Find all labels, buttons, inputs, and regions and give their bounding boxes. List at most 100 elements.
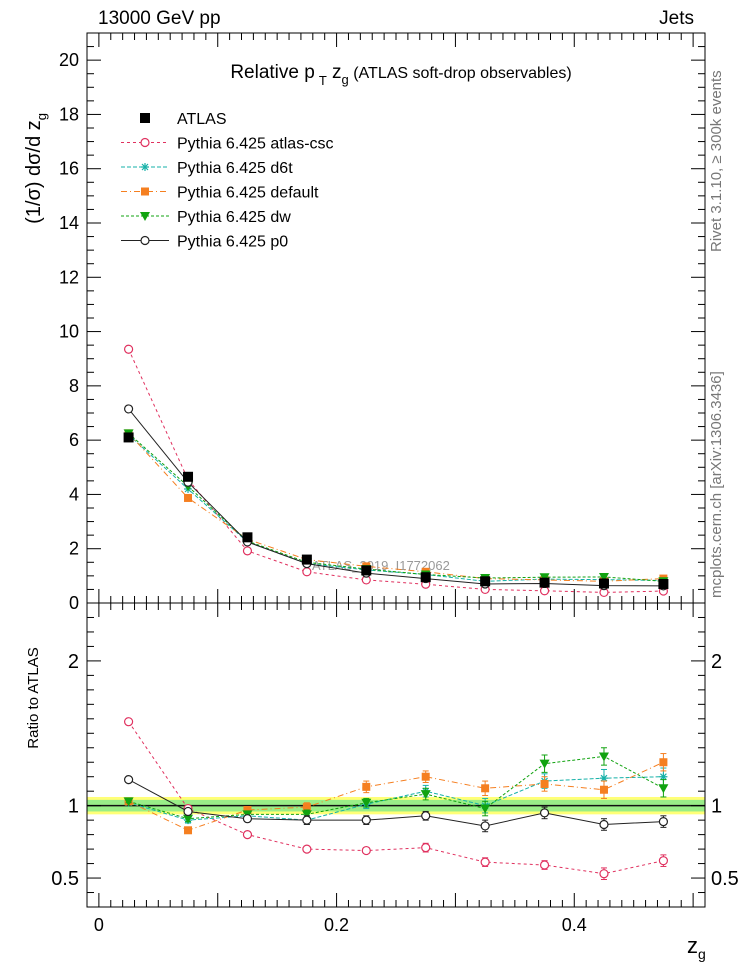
y-tick-label-ratio: 1: [68, 796, 79, 818]
data-point: [420, 572, 431, 583]
data-point: [242, 532, 253, 543]
legend-label: ATLAS: [177, 111, 227, 128]
ratio-point: [539, 808, 550, 818]
legend-label: Pythia 6.425 default: [177, 185, 319, 202]
ratio-point: [659, 758, 668, 767]
ratio-point: [599, 774, 608, 783]
ratio-point: [540, 779, 549, 788]
series-point: [123, 344, 134, 354]
x-tick-label: 0.2: [324, 915, 349, 935]
ratio-point: [361, 815, 371, 825]
ratio-point: [184, 826, 193, 835]
ratio-point: [658, 784, 669, 794]
data-point: [598, 578, 609, 589]
y-tick-label-ratio: 2: [68, 651, 79, 673]
y-tick-label-main: 14: [59, 213, 79, 233]
ratio-point: [480, 804, 491, 814]
y-tick-label-main: 12: [59, 267, 79, 287]
ratio-uncertainty-band: [87, 796, 705, 815]
series-line: [128, 432, 664, 582]
ratio-point: [242, 814, 253, 824]
legend-label: Pythia 6.425 d6t: [177, 160, 293, 177]
ratio-point: [421, 843, 431, 853]
ratio-point: [302, 803, 311, 812]
y-axis-ratio-ticks: [87, 616, 705, 894]
legend-label: Pythia 6.425 p0: [177, 234, 288, 251]
series-point: [302, 567, 312, 577]
ratio-point: [658, 816, 669, 827]
ratio-line: [128, 776, 664, 821]
y-tick-label-main: 8: [69, 376, 79, 396]
analysis-watermark: ATLAS_2019_I1772062: [312, 558, 450, 573]
ratio-point: [123, 797, 134, 807]
y-tick-label-main: 4: [69, 484, 79, 504]
ratio-series-2: [124, 753, 668, 835]
ratio-point: [480, 821, 490, 831]
legend-marker: [140, 235, 150, 246]
y-tick-label-ratio-right: 2: [711, 651, 722, 673]
ratio-point: [183, 814, 194, 824]
ratio-series-3: [123, 747, 669, 824]
legend-entry-4: Pythia 6.425 p0: [121, 234, 288, 251]
ratio-point: [242, 830, 253, 840]
ratio-point: [243, 806, 252, 815]
series-line: [128, 408, 664, 587]
data-point: [361, 565, 372, 576]
ratio-series-4: [123, 775, 669, 833]
data-point: [123, 432, 134, 443]
y-axis-main-ticks: [87, 32, 705, 604]
ratio-point: [362, 782, 371, 791]
legend-marker: [140, 137, 150, 148]
ratio-line: [128, 779, 664, 827]
y-tick-label-main: 0: [69, 593, 79, 613]
legend-marker: [140, 113, 150, 123]
data-point: [658, 579, 669, 589]
ratio-point: [599, 819, 609, 830]
ratio-point: [480, 857, 490, 867]
ratio-point: [361, 798, 372, 808]
ratio-point: [183, 806, 193, 817]
series-line: [128, 433, 664, 582]
ratio-point: [598, 752, 609, 762]
y-tick-label-main: 2: [69, 539, 79, 559]
series-point: [598, 572, 609, 582]
legend: ATLAS Pythia 6.425 atlas-csc Pythia 6.425 …: [121, 111, 334, 251]
ratio-point: [539, 860, 550, 870]
legend-marker: [140, 212, 150, 221]
y-tick-label-main: 10: [59, 322, 79, 342]
ratio-point: [599, 785, 608, 794]
ratio-point: [599, 869, 609, 879]
legend-entry-1: Pythia 6.425 d6t: [121, 160, 293, 177]
ratio-point: [659, 772, 668, 781]
series-line: [128, 434, 664, 582]
ratio-line: [128, 755, 664, 820]
ratio-point: [123, 775, 134, 785]
ratio-panel-series: [123, 717, 669, 880]
ratio-line: [128, 721, 664, 875]
ratio-point: [658, 856, 669, 866]
legend-entry-3: Pythia 6.425 dw: [121, 209, 291, 226]
ratio-point: [481, 784, 490, 793]
y-tick-label-main: 18: [59, 104, 79, 124]
ratio-point: [420, 790, 431, 800]
ratio-point: [301, 810, 312, 820]
ratio-point: [361, 845, 371, 856]
y-axis-label-ratio: Ratio to ATLAS: [25, 647, 42, 748]
legend-entry-data: ATLAS: [140, 111, 227, 128]
y-tick-label-ratio-right: 1: [711, 796, 722, 818]
x-axis-ticks: [98, 33, 694, 907]
series-point: [184, 493, 193, 502]
x-axis-label: zg: [687, 933, 706, 962]
ratio-series-1: [124, 767, 668, 825]
y-tick-label-ratio: 0.5: [51, 868, 79, 890]
ratio-point: [421, 772, 430, 781]
data-point: [539, 577, 550, 588]
legend-marker: [141, 163, 149, 171]
ratio-point: [123, 717, 134, 727]
y-tick-label-main: 6: [69, 430, 79, 450]
y-tick-label-main: 16: [59, 159, 79, 179]
ratio-point: [421, 811, 431, 821]
x-tick-label: 0.4: [562, 915, 587, 935]
